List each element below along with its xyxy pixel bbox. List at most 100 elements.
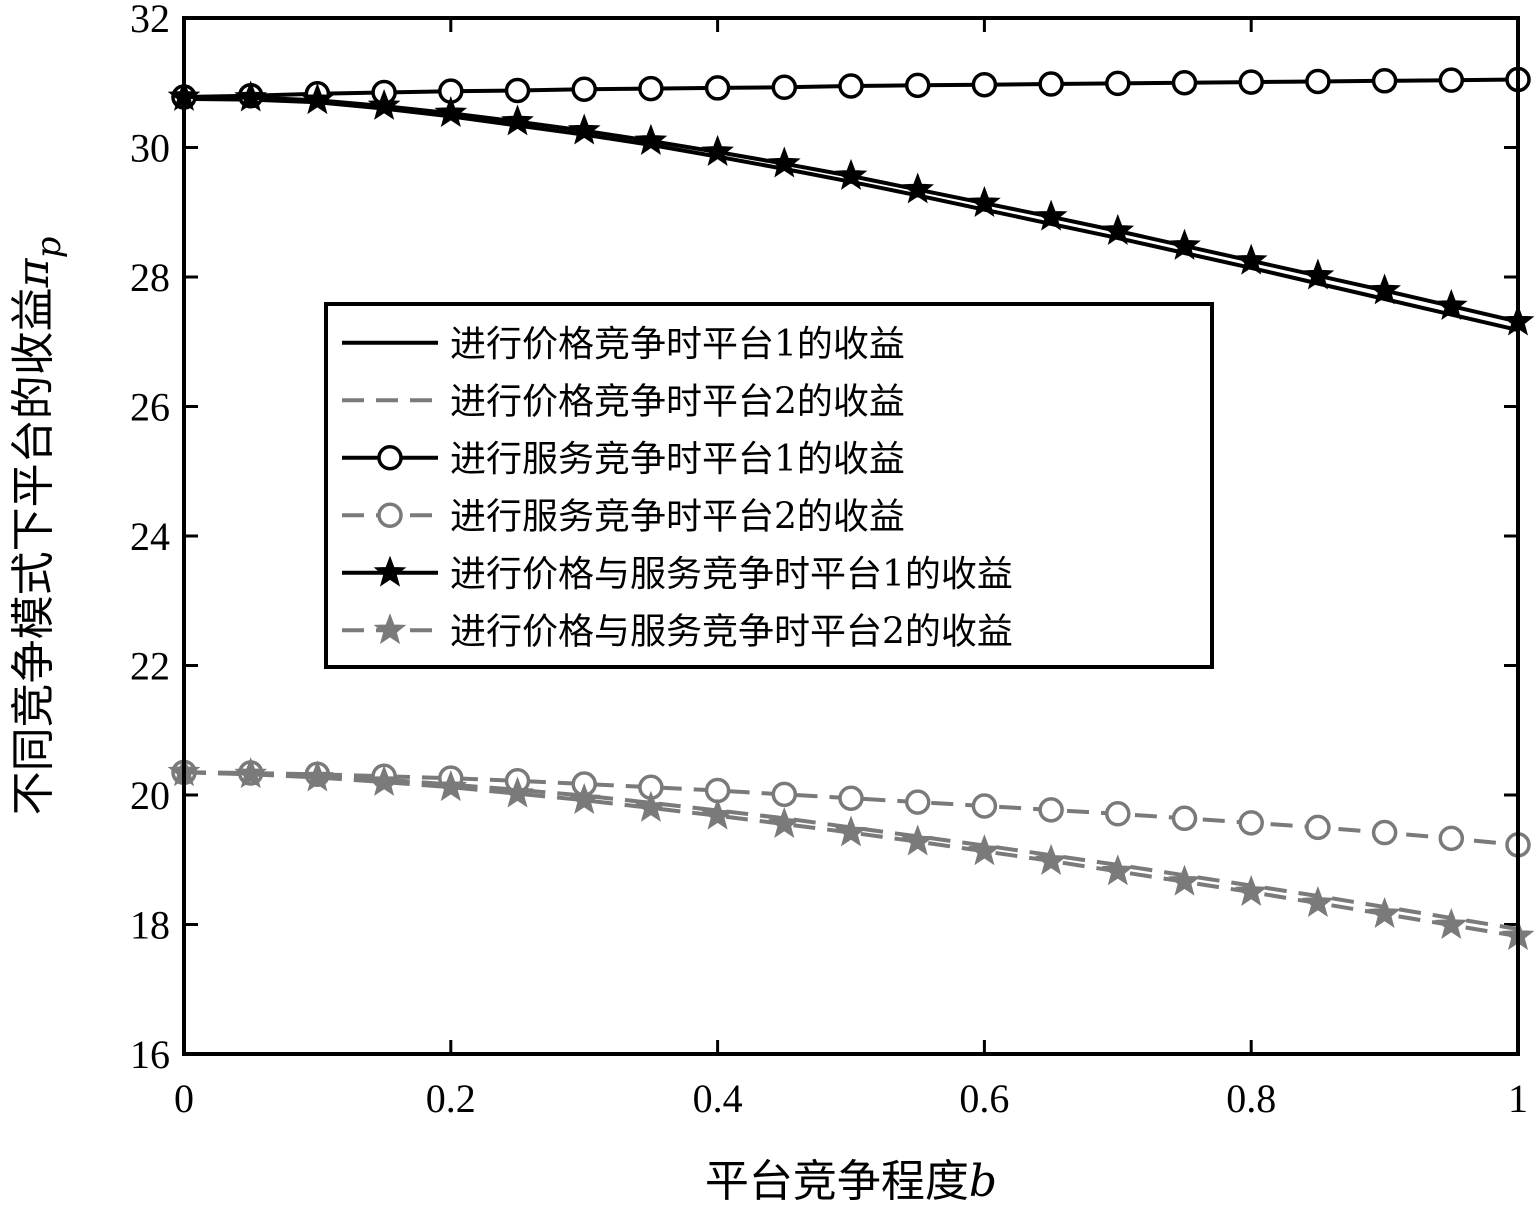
series-point (904, 72, 931, 99)
series-point (1434, 288, 1468, 321)
y-tick-label: 18 (130, 903, 170, 948)
y-axis-label: 不同竞争模式下平台的收益πp (8, 237, 69, 816)
series-point (234, 80, 268, 112)
series-point (301, 83, 334, 115)
series-point (367, 88, 401, 120)
series-line (183, 96, 1519, 333)
series-point (901, 172, 935, 204)
series-point (501, 776, 534, 808)
series-6 (167, 755, 1535, 951)
series-point (1371, 68, 1398, 94)
series-point (1371, 819, 1398, 846)
plot-frame (182, 16, 1520, 1056)
legend-entry: 进行价格竞争时平台1的收益 (450, 324, 905, 365)
series-point (1438, 825, 1465, 852)
y-tick-label: 16 (130, 1032, 170, 1077)
y-tick-label: 32 (130, 0, 170, 41)
x-tick-label: 0.8 (1226, 1076, 1276, 1121)
series-point (1034, 199, 1068, 231)
series-point (1234, 874, 1268, 907)
legend-entry: 进行价格竞争时平台2的收益 (450, 381, 905, 422)
series-point (838, 785, 864, 811)
series-point (567, 113, 601, 145)
series-point (1368, 896, 1401, 929)
series-point (434, 96, 468, 128)
series-point (1038, 71, 1064, 97)
y-tick-label: 22 (130, 644, 170, 689)
series-point (1101, 213, 1135, 245)
series-point (634, 790, 668, 822)
series-point (771, 781, 798, 808)
legend-entry: 进行服务竞争时平台2的收益 (450, 496, 905, 537)
axis-ticks: 0 0.2 0.4 0.6 0.8 1 16 18 20 22 24 26 28 30 32 (130, 0, 1528, 1121)
y-tick-label: 20 (130, 773, 170, 818)
series-point (1438, 67, 1465, 93)
series-point (1368, 273, 1401, 305)
series-4 (171, 759, 1531, 858)
x-axis-label-variable: b (969, 1156, 997, 1207)
series-point (567, 783, 601, 815)
series-line (183, 770, 1519, 939)
series-point (1305, 68, 1331, 95)
y-tick-label: 26 (130, 385, 170, 430)
series-point (234, 757, 268, 789)
series-point (767, 806, 801, 839)
series-point (1034, 843, 1068, 875)
series-point (838, 73, 864, 99)
x-tick-label: 0.2 (426, 1076, 476, 1121)
plot-series (167, 66, 1535, 951)
series-point (1238, 69, 1264, 95)
series-point (701, 798, 734, 830)
legend-entry: 进行服务竞争时平台1的收益 (450, 439, 905, 480)
series-point (1301, 885, 1335, 918)
series-point (1105, 801, 1131, 827)
series-point (834, 158, 868, 190)
legend-entry: 进行价格与服务竞争时平台1的收益 (450, 554, 1013, 595)
series-point (834, 815, 868, 847)
series-point (1101, 854, 1135, 886)
series-point (901, 824, 935, 856)
x-tick-label: 0.4 (693, 1076, 743, 1121)
series-point (1171, 805, 1198, 832)
series-point (501, 104, 534, 136)
series-point (767, 146, 801, 178)
series-point (701, 134, 734, 166)
legend: 进行价格竞争时平台1的收益进行价格竞争时平台2的收益进行服务竞争时平台1的收益进… (324, 302, 1214, 669)
series-point (971, 71, 998, 98)
series-point (1434, 907, 1468, 940)
series-point (968, 186, 1001, 218)
series-point (971, 793, 998, 819)
legend-marker (373, 613, 407, 645)
series-point (1301, 258, 1335, 290)
legend-marker (373, 555, 407, 587)
y-tick-label: 28 (130, 255, 170, 300)
series-point (1234, 243, 1268, 275)
series-point (1105, 70, 1131, 97)
series-point (704, 75, 731, 101)
series-point (571, 76, 597, 102)
series-5 (167, 79, 1535, 336)
series-point (638, 75, 664, 102)
series-point (504, 77, 531, 104)
x-tick-label: 0 (174, 1076, 194, 1121)
series-point (1305, 814, 1331, 841)
legend-marker (377, 502, 403, 528)
y-axis-label-subscript: p (29, 237, 69, 259)
series-point (434, 770, 468, 802)
series-point (1238, 810, 1264, 836)
legend-box (324, 302, 1214, 669)
series-point (634, 123, 668, 155)
x-axis-label-text: 平台竞争程度 (705, 1156, 969, 1207)
series-point (367, 764, 401, 796)
series-point (968, 834, 1001, 866)
legend-marker (377, 445, 403, 471)
series-point (1168, 228, 1201, 260)
y-axis-label-text: 不同竞争模式下平台的收益 (8, 287, 59, 815)
series-point (1168, 864, 1201, 896)
x-tick-label: 1 (1508, 1076, 1528, 1121)
x-tick-label: 0.6 (959, 1076, 1009, 1121)
y-axis-label-variable: π (8, 257, 59, 288)
series-point (1038, 797, 1064, 823)
series-point (904, 789, 931, 815)
